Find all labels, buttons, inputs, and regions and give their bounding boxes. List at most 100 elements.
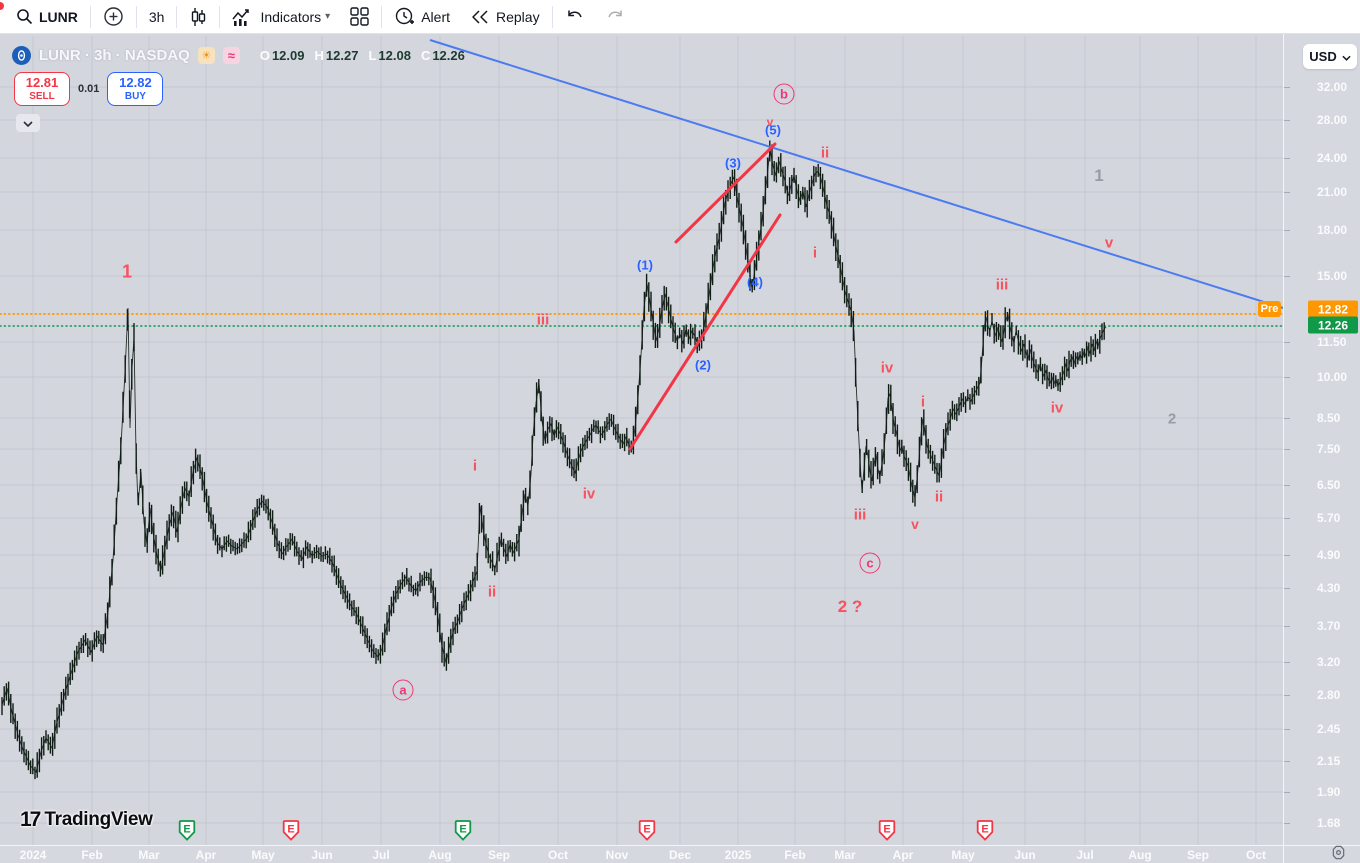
currency-selector[interactable]: USD <box>1303 44 1357 69</box>
legend-collapse-button[interactable] <box>16 114 40 132</box>
descending-trendline[interactable] <box>429 39 1284 309</box>
time-tick: Oct <box>1245 848 1267 862</box>
wave-label-1[interactable]: (1) <box>637 257 653 273</box>
time-tick: Feb <box>81 848 103 862</box>
wave-label-1[interactable]: 1 <box>1094 166 1104 185</box>
market-premarket-sun-icon: ☀ <box>197 47 215 64</box>
toolbar-separator <box>551 5 553 28</box>
wave-label-4[interactable]: (4) <box>747 274 763 290</box>
compare-add-button[interactable] <box>93 0 134 34</box>
time-axis[interactable]: 2024 Feb Mar Apr May Jun Jul Aug Sep Oct Nov Dec 202… <box>0 845 1283 863</box>
plus-circle-icon <box>103 6 124 27</box>
candles-icon <box>189 7 207 27</box>
price-tick: 32.00 <box>1317 80 1348 94</box>
price-scale-settings-icon <box>1331 845 1346 863</box>
price-tick-mark <box>1284 418 1290 419</box>
symbol-name: LUNR <box>39 8 78 25</box>
time-tick: Feb <box>784 848 806 862</box>
circled-wave-label-c[interactable]: c <box>859 552 881 574</box>
earnings-marker-icon[interactable]: E <box>878 820 896 846</box>
price-tick: 18.00 <box>1317 223 1348 237</box>
wave-label-2[interactable]: 2 <box>1167 410 1177 428</box>
wave-label-v[interactable]: v <box>911 516 919 532</box>
wave-label-ii[interactable]: ii <box>487 583 497 601</box>
wave-label-v[interactable]: v <box>766 115 774 129</box>
undo-button[interactable] <box>555 0 595 34</box>
wave-label-iii[interactable]: iii <box>853 506 867 524</box>
redo-button[interactable] <box>595 0 635 34</box>
price-tick-mark <box>1284 823 1290 824</box>
ohlc-h: H 12.27 <box>314 48 359 63</box>
time-tick: May <box>951 848 975 862</box>
alert-button[interactable]: Alert <box>384 0 460 34</box>
wave-label-2[interactable]: (2) <box>695 357 711 373</box>
wave-label-i[interactable]: i <box>812 244 818 262</box>
time-tick: Apr <box>195 848 217 862</box>
red-channel-line[interactable] <box>674 142 777 244</box>
price-tick: 3.20 <box>1317 655 1341 669</box>
data-approx-icon: ≈ <box>222 47 240 64</box>
price-tick: 21.00 <box>1317 185 1348 199</box>
earnings-marker-icon[interactable]: E <box>178 820 196 846</box>
wave-label-3[interactable]: (3) <box>725 155 741 171</box>
symbol-title: LUNR · 3h · NASDAQ <box>39 47 190 64</box>
wave-label-i[interactable]: i <box>472 457 478 475</box>
price-tick-mark <box>1284 276 1290 277</box>
tradingview-watermark: 17 TradingView <box>20 808 153 832</box>
circled-wave-label-a[interactable]: a <box>392 679 414 701</box>
price-tick-mark <box>1284 192 1290 193</box>
replay-label: Replay <box>496 8 540 25</box>
symbol-search-button[interactable]: LUNR <box>6 0 88 34</box>
chevron-down-icon <box>1342 49 1351 64</box>
price-tick-mark <box>1284 158 1290 159</box>
earnings-marker-icon[interactable]: E <box>282 820 300 846</box>
alert-clock-icon <box>394 6 415 27</box>
time-tick: 2025 <box>724 848 752 862</box>
price-tick-mark <box>1284 449 1290 450</box>
wave-label-iv[interactable]: iv <box>582 485 596 503</box>
earnings-marker-icon[interactable]: E <box>976 820 994 846</box>
price-tick-mark <box>1284 518 1290 519</box>
buy-button[interactable]: 12.82 BUY <box>107 72 164 106</box>
premarket-price-badge: 12.82 <box>1308 300 1358 318</box>
price-tick-mark <box>1284 342 1290 343</box>
axis-settings-corner[interactable] <box>1283 845 1360 863</box>
wave-label-ii[interactable]: ii <box>820 144 830 162</box>
indicators-button[interactable]: Indicators ▾ <box>222 0 340 34</box>
interval-label: 3h <box>148 8 165 25</box>
time-tick: Aug <box>428 848 452 862</box>
wave-label-2[interactable]: 2 ? <box>837 597 863 616</box>
indicators-icon <box>232 7 254 27</box>
wave-label-iii[interactable]: iii <box>995 276 1009 294</box>
price-tick: 7.50 <box>1317 442 1341 456</box>
circled-wave-label-b[interactable]: b <box>773 83 795 105</box>
earnings-marker-icon[interactable]: E <box>638 820 656 846</box>
wave-label-iv[interactable]: iv <box>1050 399 1064 417</box>
price-tick: 4.90 <box>1317 548 1341 562</box>
earnings-marker-icon[interactable]: E <box>454 820 472 846</box>
chart-type-button[interactable] <box>179 0 217 34</box>
undo-icon <box>565 9 585 25</box>
price-tick-mark <box>1284 555 1290 556</box>
red-channel-line[interactable] <box>628 213 782 451</box>
chart-legend[interactable]: LUNR · 3h · NASDAQ ☀ ≈ O 12.09 H 12.27 L 12.0… <box>12 46 465 65</box>
layout-grid-button[interactable] <box>340 0 379 34</box>
wave-label-5[interactable]: (5) <box>765 122 781 138</box>
wave-label-v[interactable]: v <box>1104 234 1114 252</box>
toolbar-separator <box>381 5 383 28</box>
wave-label-iv[interactable]: iv <box>880 359 894 377</box>
interval-button[interactable]: 3h <box>139 0 175 34</box>
time-tick: Nov <box>605 848 629 862</box>
wave-label-iii[interactable]: iii <box>536 311 550 329</box>
grid-layout-icon <box>350 7 369 26</box>
price-axis[interactable]: USD 32.00 28.00 24.00 21.00 18.00 15.00 11.50 1… <box>1283 34 1360 845</box>
wave-label-1[interactable]: 1 <box>121 261 133 282</box>
sell-button[interactable]: 12.81 SELL <box>14 72 70 106</box>
replay-button[interactable]: Replay <box>460 0 550 34</box>
svg-text:E: E <box>183 824 190 836</box>
price-tick: 6.50 <box>1317 478 1341 492</box>
wave-label-ii[interactable]: ii <box>934 488 944 506</box>
wave-label-i[interactable]: i <box>920 393 926 411</box>
